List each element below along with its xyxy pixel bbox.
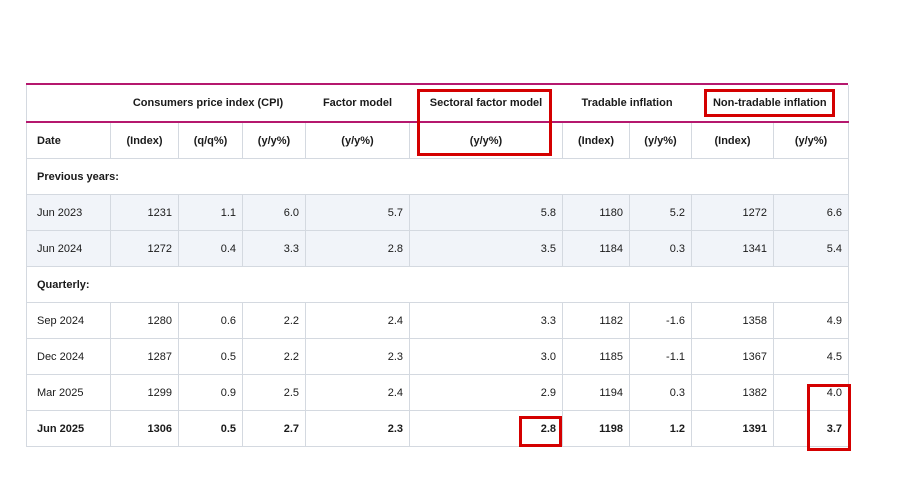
section-label: Quarterly: — [25, 266, 850, 303]
tradable-index-cell: 1185 — [562, 338, 630, 375]
factor-yy-cell: 5.7 — [305, 194, 410, 231]
factor-yy-cell: 2.4 — [305, 302, 410, 339]
sub-header-row: Date (Index) (q/q%) (y/y%) (y/y%) (y/y%)… — [26, 122, 849, 159]
cpi-yy-cell: 2.7 — [242, 410, 306, 447]
tradable-index-cell: 1198 — [562, 410, 630, 447]
nontradable-yy-cell: 3.7 — [773, 410, 850, 447]
nontradable-index-cell: 1391 — [691, 410, 775, 447]
section-row-previous-years: Previous years: — [25, 158, 850, 195]
cpi-yy-cell: 6.0 — [242, 194, 306, 231]
date-cell: Jun 2023 — [26, 194, 111, 231]
nontradable-index-cell: 1367 — [691, 338, 775, 375]
table-row: Dec 2024 1287 0.5 2.2 2.3 3.0 1185 -1.1 … — [26, 338, 850, 375]
cpi-yy-cell: 3.3 — [242, 230, 306, 267]
nontradable-yy-cell: 6.6 — [773, 194, 850, 231]
nontradable-index-cell: 1382 — [691, 374, 775, 411]
group-header-cpi: Consumers price index (CPI) — [132, 97, 284, 109]
tradable-yy-cell: 0.3 — [628, 230, 693, 267]
tradable-yy-cell: 0.3 — [628, 374, 693, 411]
sub-header-tradable-yy: (y/y%) — [628, 122, 692, 159]
sub-header-cpi-index: (Index) — [110, 122, 179, 159]
date-cell: Dec 2024 — [26, 338, 111, 375]
date-cell: Sep 2024 — [26, 302, 111, 339]
sectoral-yy-cell: 2.9 — [409, 374, 563, 411]
sub-header-tradable-index: (Index) — [562, 122, 630, 159]
group-header-non-tradable-inflation: Non-tradable inflation — [712, 97, 827, 109]
inflation-table: Consumers price index (CPI) Factor model… — [25, 85, 850, 447]
cpi-qq-cell: 0.5 — [178, 338, 243, 375]
nontradable-yy-cell: 4.0 — [773, 374, 850, 411]
nontradable-yy-cell: 4.5 — [773, 338, 850, 375]
table-row: Jun 2024 1272 0.4 3.3 2.8 3.5 1184 0.3 1… — [26, 230, 850, 267]
nontradable-index-cell: 1272 — [691, 194, 775, 231]
section-row-quarterly: Quarterly: — [25, 266, 850, 303]
date-cell: Jun 2025 — [26, 410, 111, 447]
tradable-index-cell: 1194 — [562, 374, 630, 411]
nontradable-index-cell: 1358 — [691, 302, 775, 339]
cpi-qq-cell: 0.9 — [178, 374, 243, 411]
factor-yy-cell: 2.8 — [305, 230, 410, 267]
group-header-empty — [27, 85, 111, 122]
table-row-latest: Jun 2025 1306 0.5 2.7 2.3 2.8 1198 1.2 1… — [26, 410, 850, 447]
group-header-tradable-inflation: Tradable inflation — [581, 97, 673, 109]
tradable-yy-cell: -1.1 — [628, 338, 693, 375]
tradable-yy-cell: 5.2 — [628, 194, 693, 231]
group-header-row: Consumers price index (CPI) Factor model… — [26, 85, 849, 122]
tradable-yy-cell: 1.2 — [628, 410, 693, 447]
cpi-index-cell: 1231 — [110, 194, 179, 231]
nontradable-index-cell: 1341 — [691, 230, 775, 267]
tradable-index-cell: 1180 — [562, 194, 630, 231]
tradable-index-cell: 1182 — [562, 302, 630, 339]
sub-header-factor-yy: (y/y%) — [305, 122, 410, 159]
inflation-table-container: Consumers price index (CPI) Factor model… — [25, 83, 850, 447]
cpi-index-cell: 1287 — [110, 338, 179, 375]
group-header-factor-model: Factor model — [322, 97, 393, 109]
table-row: Jun 2023 1231 1.1 6.0 5.7 5.8 1180 5.2 1… — [26, 194, 850, 231]
sub-header-cpi-qq: (q/q%) — [178, 122, 243, 159]
nontradable-yy-cell: 4.9 — [773, 302, 850, 339]
group-header-sectoral-factor-model: Sectoral factor model — [429, 97, 543, 109]
sectoral-yy-cell: 3.5 — [409, 230, 563, 267]
cpi-index-cell: 1299 — [110, 374, 179, 411]
sub-header-sectoral-yy: (y/y%) — [409, 122, 563, 159]
cpi-qq-cell: 0.4 — [178, 230, 243, 267]
sectoral-yy-cell: 3.0 — [409, 338, 563, 375]
date-cell: Mar 2025 — [26, 374, 111, 411]
factor-yy-cell: 2.3 — [305, 338, 410, 375]
sub-header-nontradable-yy: (y/y%) — [773, 122, 849, 159]
sectoral-yy-cell: 3.3 — [409, 302, 563, 339]
sub-header-nontradable-index: (Index) — [691, 122, 774, 159]
tradable-index-cell: 1184 — [562, 230, 630, 267]
cpi-index-cell: 1272 — [110, 230, 179, 267]
sub-header-cpi-yy: (y/y%) — [242, 122, 306, 159]
factor-yy-cell: 2.4 — [305, 374, 410, 411]
cpi-qq-cell: 0.5 — [178, 410, 243, 447]
date-cell: Jun 2024 — [26, 230, 111, 267]
cpi-yy-cell: 2.5 — [242, 374, 306, 411]
cpi-index-cell: 1280 — [110, 302, 179, 339]
table-row: Sep 2024 1280 0.6 2.2 2.4 3.3 1182 -1.6 … — [26, 302, 850, 339]
cpi-yy-cell: 2.2 — [242, 302, 306, 339]
tradable-yy-cell: -1.6 — [628, 302, 693, 339]
nontradable-yy-cell: 5.4 — [773, 230, 850, 267]
sectoral-yy-cell: 5.8 — [409, 194, 563, 231]
section-label: Previous years: — [25, 158, 850, 195]
table-top-rule — [26, 83, 848, 85]
factor-yy-cell: 2.3 — [305, 410, 410, 447]
cpi-qq-cell: 0.6 — [178, 302, 243, 339]
sectoral-yy-cell: 2.8 — [409, 410, 563, 447]
cpi-yy-cell: 2.2 — [242, 338, 306, 375]
table-row: Mar 2025 1299 0.9 2.5 2.4 2.9 1194 0.3 1… — [26, 374, 850, 411]
sub-header-date: Date — [26, 122, 111, 159]
cpi-qq-cell: 1.1 — [178, 194, 243, 231]
cpi-index-cell: 1306 — [110, 410, 179, 447]
